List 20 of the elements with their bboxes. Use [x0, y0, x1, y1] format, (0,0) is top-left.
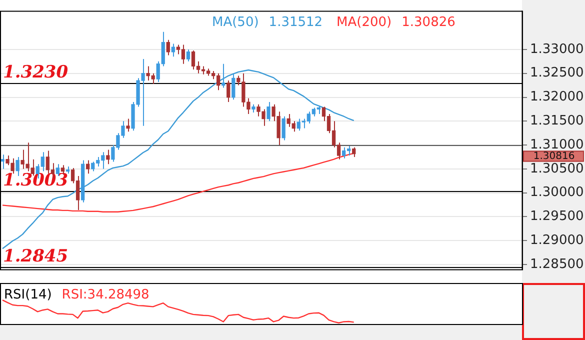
annotation: 1.30826	[402, 15, 456, 30]
y-tick-label: 1.30500	[530, 161, 584, 176]
y-tick-label: 1.33000	[530, 42, 584, 57]
text: 1.30816	[533, 150, 575, 162]
y-tick-label: 1.28500	[530, 256, 584, 272]
y-tick-label: 1.31000	[530, 137, 584, 152]
y-tick-label: 1.29000	[530, 232, 584, 248]
annotation: RSI:34.28498	[62, 287, 150, 302]
y-tick-label: 1.30000	[530, 185, 584, 200]
ref-line-label: 1.3003	[3, 170, 68, 190]
chart-title: RSI(14)	[4, 287, 52, 302]
ref-line-label: 1.2845	[3, 246, 68, 266]
y-tick-label: 1.31500	[530, 114, 584, 129]
ref-line-label: 1.3230	[3, 62, 68, 82]
text: MA(200)	[336, 15, 392, 30]
annotation: 1.31512	[268, 15, 323, 30]
y-tick-label: 1.32000	[530, 90, 584, 105]
y-tick-label: 1.29500	[530, 209, 584, 224]
y-tick-label: 1.32500	[530, 66, 584, 81]
text: MA(50)	[212, 15, 259, 30]
